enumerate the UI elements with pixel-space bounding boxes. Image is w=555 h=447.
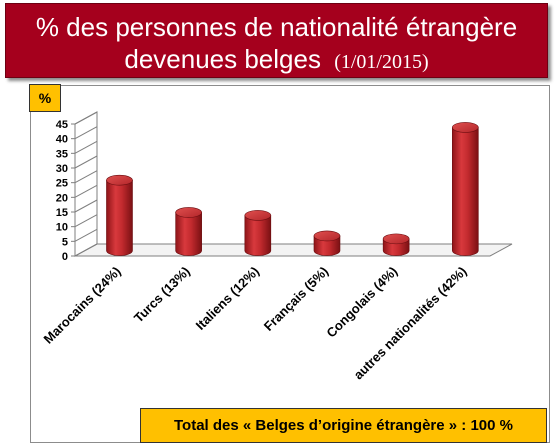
y-tick-diagonal — [74, 184, 98, 198]
chart-title-box: % des personnes de nationalité étrangère… — [5, 3, 548, 78]
y-tick-diagonal — [74, 111, 98, 125]
chart-title-line2-text: devenues belges — [124, 44, 321, 74]
y-tick-label: 0 — [62, 251, 68, 263]
bar-body — [106, 179, 133, 256]
y-tick-label: 20 — [56, 192, 68, 204]
y-tick-diagonal — [74, 228, 98, 242]
y-tick-label: 25 — [56, 178, 68, 190]
y-tick-label: 35 — [56, 148, 68, 160]
bar — [106, 174, 133, 256]
chart-side-wall — [74, 111, 98, 257]
chart-floor — [74, 243, 513, 257]
bar-body — [175, 212, 202, 256]
y-tick-diagonal — [74, 140, 98, 154]
unit-badge: % — [29, 84, 61, 112]
x-category-label: Turcs (13%) — [131, 264, 193, 326]
chart-title-line1: % des personnes de nationalité étrangère — [35, 12, 518, 42]
y-tick-label: 30 — [56, 163, 68, 175]
y-tick-label: 15 — [56, 207, 68, 219]
bar — [175, 207, 202, 256]
x-category-label: Italiens (12%) — [193, 264, 262, 333]
y-tick-diagonal — [74, 243, 98, 257]
bar-body — [313, 235, 341, 256]
y-tick-diagonal — [74, 199, 98, 213]
x-category-label: autres nationalités (42%) — [351, 264, 470, 383]
y-tick-label: 5 — [62, 236, 68, 248]
y-tick-label: 10 — [56, 222, 68, 234]
bar-top — [106, 174, 133, 186]
chart-title-date: (1/01/2015) — [334, 51, 429, 73]
bar-top — [382, 233, 410, 245]
y-tick-diagonal — [74, 126, 98, 140]
x-category-label: Congolais (4%) — [323, 264, 400, 341]
bar-top — [313, 230, 341, 242]
total-label-box: Total des « Belges d’origine étrangère »… — [140, 408, 547, 443]
x-category-label: Marocains (24%) — [41, 264, 124, 347]
y-tick-diagonal — [74, 155, 98, 169]
x-category-label: Français (5%) — [261, 264, 331, 334]
bar — [313, 230, 341, 256]
y-tick-diagonal — [74, 170, 98, 184]
bar-top — [175, 207, 202, 218]
y-tick-label: 40 — [56, 134, 68, 146]
bar — [382, 233, 410, 256]
bar-body — [452, 127, 479, 256]
chart-title-line2: devenues belges (1/01/2015) — [6, 44, 547, 77]
bar — [452, 122, 479, 256]
bar — [244, 210, 272, 256]
bar-body — [244, 215, 272, 256]
bar-top — [244, 210, 272, 221]
y-tick-diagonal — [74, 214, 98, 228]
y-tick-label: 45 — [56, 119, 68, 131]
bar-top — [452, 122, 479, 133]
